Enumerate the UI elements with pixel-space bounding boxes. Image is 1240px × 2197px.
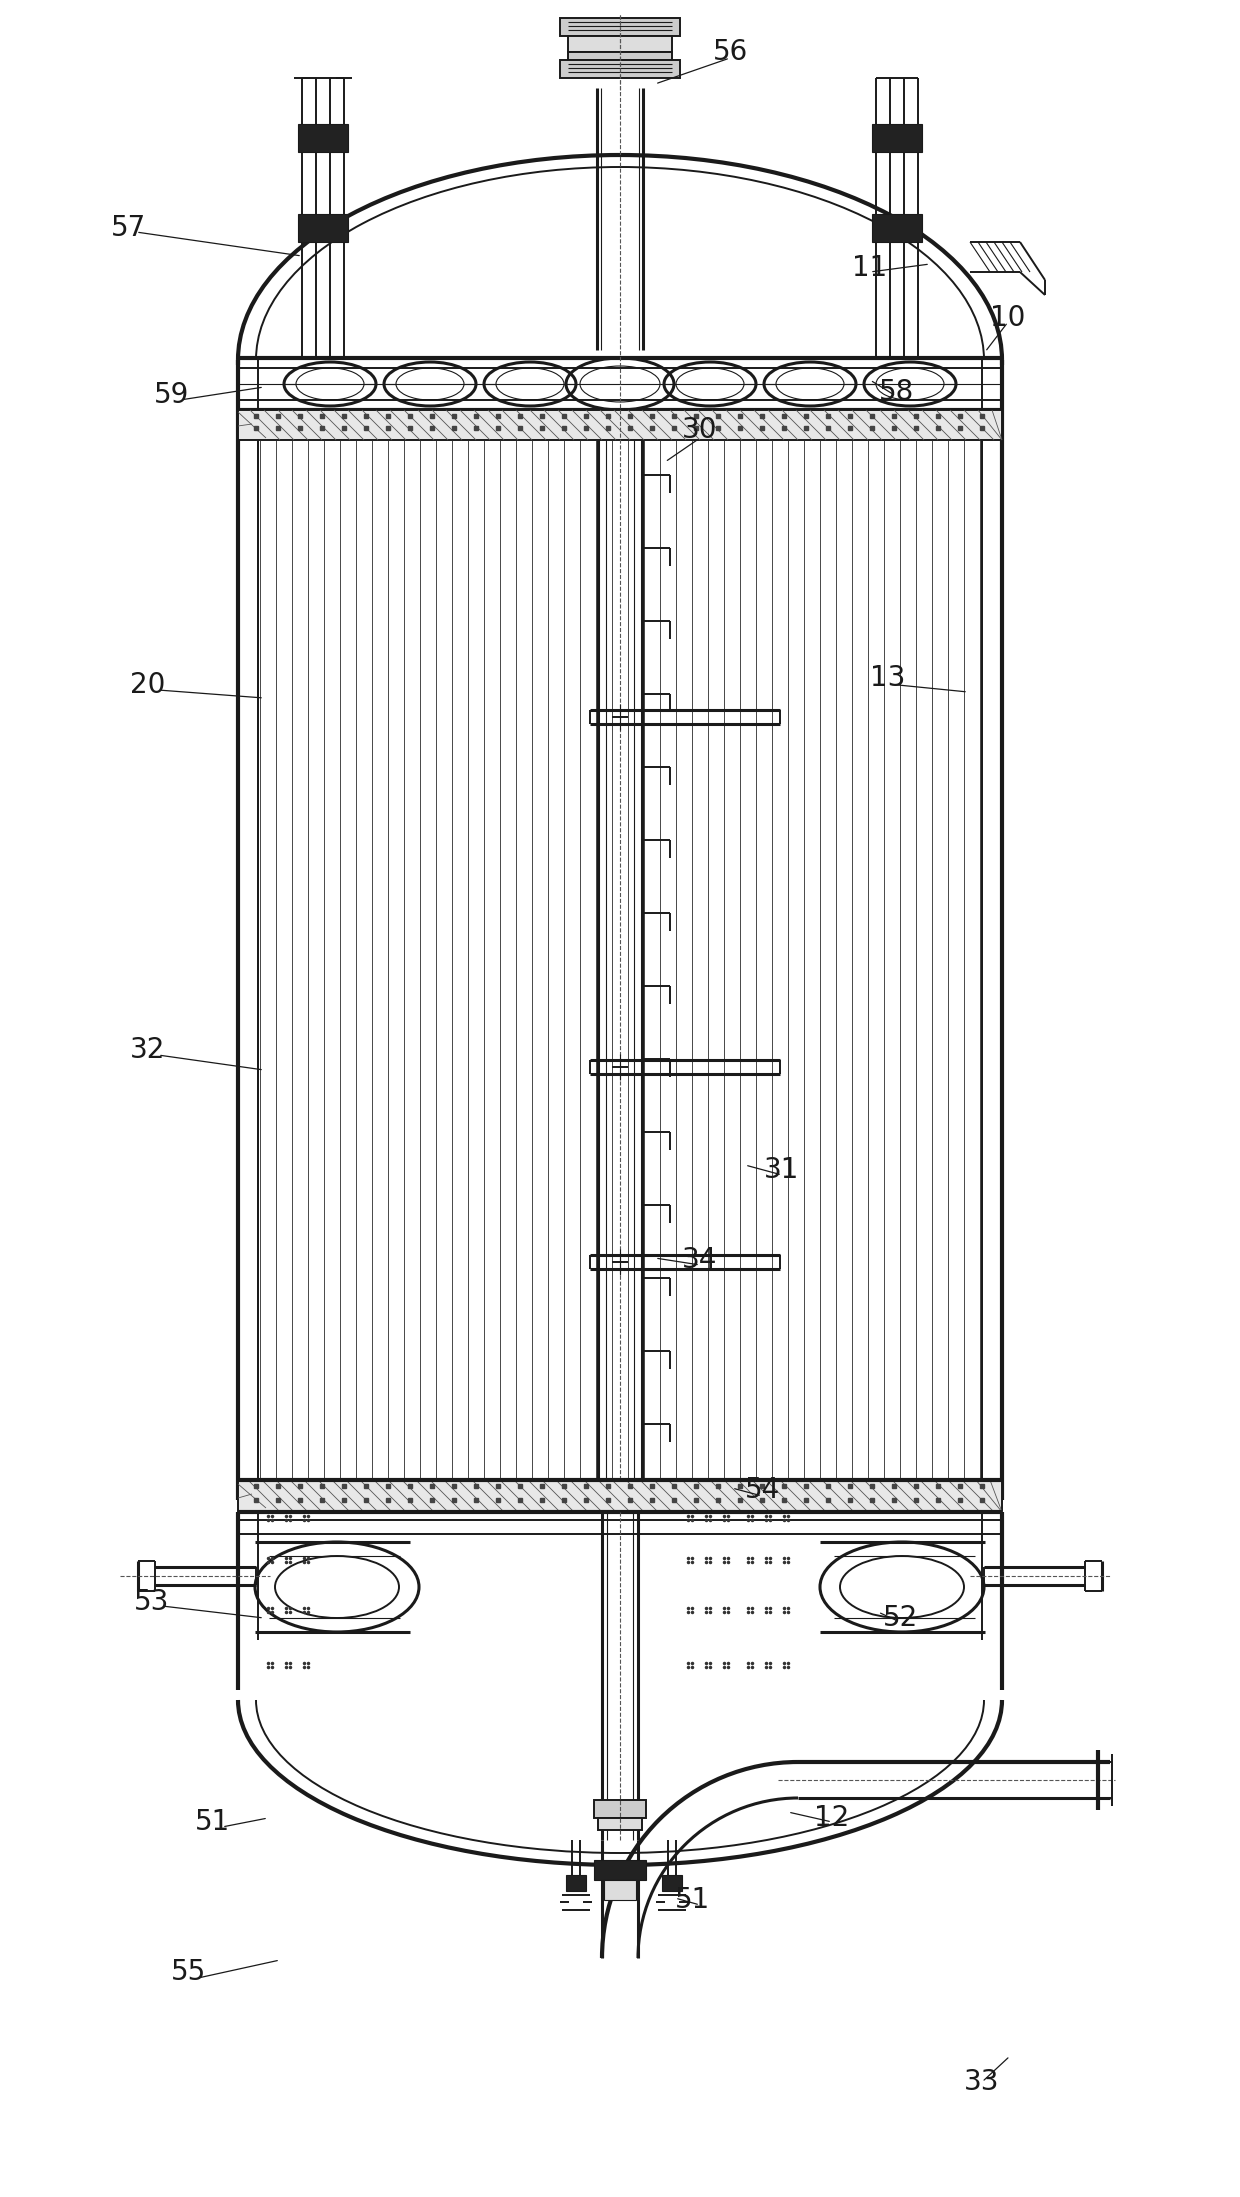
Text: 11: 11 bbox=[852, 255, 888, 281]
Bar bbox=[872, 123, 923, 152]
Text: 58: 58 bbox=[878, 378, 914, 406]
Bar bbox=[565, 1874, 587, 1892]
Text: 13: 13 bbox=[870, 663, 905, 692]
Text: 57: 57 bbox=[110, 213, 145, 242]
Text: 12: 12 bbox=[815, 1804, 849, 1832]
Text: 59: 59 bbox=[154, 380, 190, 409]
Bar bbox=[560, 18, 680, 35]
Bar bbox=[594, 1861, 646, 1881]
Text: 10: 10 bbox=[991, 303, 1025, 332]
Text: 52: 52 bbox=[883, 1604, 918, 1632]
Text: 20: 20 bbox=[130, 670, 166, 699]
Bar bbox=[298, 213, 348, 242]
Text: 33: 33 bbox=[965, 2067, 999, 2096]
Text: 56: 56 bbox=[712, 37, 748, 66]
Bar bbox=[238, 411, 1002, 439]
Bar bbox=[594, 1799, 646, 1817]
Text: 34: 34 bbox=[682, 1246, 718, 1274]
Bar bbox=[238, 1481, 1002, 1512]
Bar bbox=[568, 35, 672, 53]
Bar bbox=[604, 1881, 636, 1900]
Bar bbox=[598, 1817, 642, 1830]
Bar bbox=[568, 53, 672, 59]
Text: 55: 55 bbox=[170, 1958, 206, 1986]
Bar bbox=[662, 1874, 682, 1892]
Text: 51: 51 bbox=[195, 1808, 229, 1837]
Text: 30: 30 bbox=[682, 415, 718, 444]
Bar bbox=[298, 123, 348, 152]
Text: 31: 31 bbox=[764, 1156, 800, 1184]
Bar bbox=[560, 59, 680, 79]
Text: 51: 51 bbox=[675, 1885, 709, 1914]
Text: 54: 54 bbox=[744, 1476, 780, 1505]
Text: 32: 32 bbox=[130, 1037, 166, 1063]
Text: 53: 53 bbox=[134, 1588, 170, 1617]
Bar bbox=[872, 213, 923, 242]
